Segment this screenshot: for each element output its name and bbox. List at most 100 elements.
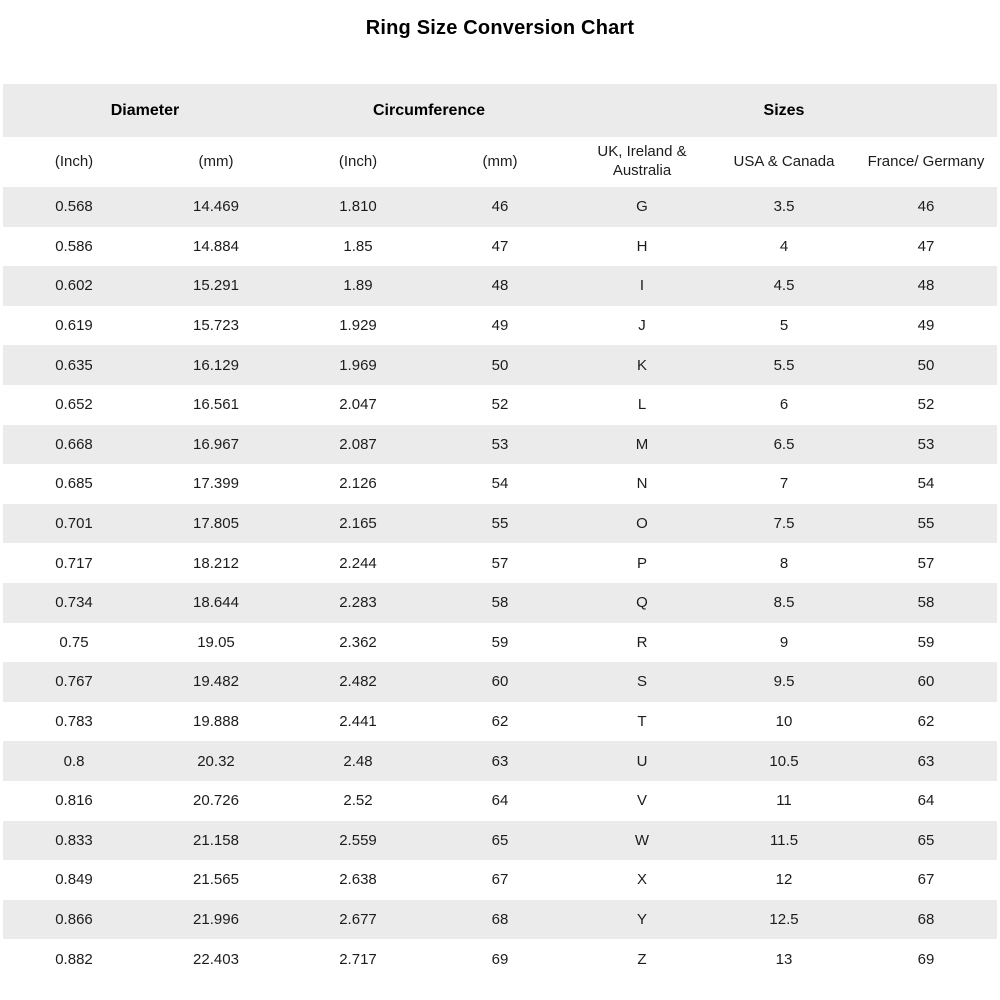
table-row: 0.568 14.469 1.810 46 G 3.5 46 bbox=[3, 187, 997, 227]
table-cell: 7 bbox=[779, 475, 789, 493]
table-cell: 53 bbox=[917, 435, 935, 453]
table-cell: 65 bbox=[917, 831, 935, 849]
table-row: 0.717 18.212 2.244 57 P 8 57 bbox=[3, 543, 997, 583]
table-cell: 5.5 bbox=[773, 356, 795, 374]
table-cell: 16.967 bbox=[193, 435, 239, 453]
table-row: 0.849 21.565 2.638 67 X 12 67 bbox=[3, 860, 997, 900]
table-cell: 2.244 bbox=[339, 554, 377, 572]
table-cell: 68 bbox=[917, 910, 935, 928]
table-cell: 19.482 bbox=[193, 673, 239, 691]
table-cell: 69 bbox=[491, 950, 509, 968]
table-cell: G bbox=[636, 198, 648, 216]
table-cell: N bbox=[636, 475, 648, 493]
group-header-sizes: Sizes bbox=[763, 101, 805, 119]
table-cell: 0.668 bbox=[55, 435, 93, 453]
table-cell: 2.52 bbox=[343, 792, 373, 810]
table-cell: 64 bbox=[491, 792, 509, 810]
sub-header-row: (Inch) (mm) (Inch) (mm) UK, Ireland & Au… bbox=[3, 137, 997, 187]
table-cell: L bbox=[637, 396, 647, 414]
table-cell: 10.5 bbox=[769, 752, 799, 770]
table-cell: 22.403 bbox=[193, 950, 239, 968]
table-cell: 58 bbox=[917, 594, 935, 612]
table-cell: 55 bbox=[917, 515, 935, 533]
table-cell: 2.482 bbox=[339, 673, 377, 691]
table-container: Diameter Circumference Sizes (Inch) (mm)… bbox=[3, 84, 997, 979]
table-cell: 49 bbox=[491, 317, 509, 335]
table-cell: 60 bbox=[491, 673, 509, 691]
table-cell: Y bbox=[636, 910, 647, 928]
table-cell: 0.8 bbox=[63, 752, 85, 770]
table-cell: U bbox=[636, 752, 648, 770]
table-row: 0.833 21.158 2.559 65 W 11.5 65 bbox=[3, 820, 997, 861]
table-cell: 0.866 bbox=[55, 910, 93, 928]
table-cell: 0.849 bbox=[55, 871, 93, 889]
table-cell: 58 bbox=[491, 594, 509, 612]
table-cell: 67 bbox=[491, 871, 509, 889]
table-cell: 46 bbox=[491, 198, 509, 216]
table-cell: 1.929 bbox=[339, 317, 377, 335]
table-cell: O bbox=[636, 515, 648, 533]
table-cell: 69 bbox=[917, 950, 935, 968]
table-cell: 2.087 bbox=[339, 435, 377, 453]
table-row: 0.783 19.888 2.441 62 T 10 62 bbox=[3, 701, 997, 742]
table-cell: 3.5 bbox=[773, 198, 795, 216]
table-cell: R bbox=[636, 633, 648, 651]
table-cell: 50 bbox=[917, 356, 935, 374]
table-row: 0.882 22.403 2.717 69 Z 13 69 bbox=[3, 939, 997, 979]
table-cell: 0.568 bbox=[55, 198, 93, 216]
table-row: 0.619 15.723 1.929 49 J 5 49 bbox=[3, 305, 997, 346]
page-title: Ring Size Conversion Chart bbox=[365, 17, 635, 39]
table-cell: 59 bbox=[491, 633, 509, 651]
table-cell: 49 bbox=[917, 317, 935, 335]
table-cell: 14.884 bbox=[193, 237, 239, 255]
table-cell: 0.619 bbox=[55, 317, 93, 335]
table-cell: 2.165 bbox=[339, 515, 377, 533]
table-cell: 4 bbox=[779, 237, 789, 255]
table-cell: 6.5 bbox=[773, 435, 795, 453]
table-row: 0.652 16.561 2.047 52 L 6 52 bbox=[3, 384, 997, 425]
table-cell: 9.5 bbox=[773, 673, 795, 691]
sub-header-diameter-inch: (Inch) bbox=[54, 152, 94, 170]
table-cell: 47 bbox=[491, 237, 509, 255]
table-cell: 17.805 bbox=[193, 515, 239, 533]
table-row: 0.866 21.996 2.677 68 Y 12.5 68 bbox=[3, 899, 997, 940]
table-cell: 1.810 bbox=[339, 198, 377, 216]
table-cell: J bbox=[638, 317, 646, 335]
table-cell: 17.399 bbox=[193, 475, 239, 493]
table-cell: 20.32 bbox=[197, 752, 235, 770]
table-cell: 16.129 bbox=[193, 356, 239, 374]
table-cell: 18.212 bbox=[193, 554, 239, 572]
table-cell: 57 bbox=[917, 554, 935, 572]
table-cell: 10 bbox=[775, 713, 793, 731]
table-cell: 63 bbox=[491, 752, 509, 770]
group-header-row: Diameter Circumference Sizes bbox=[3, 84, 997, 137]
table-cell: 13 bbox=[775, 950, 793, 968]
table-cell: 11 bbox=[776, 792, 792, 810]
table-row: 0.816 20.726 2.52 64 V 11 64 bbox=[3, 780, 997, 821]
table-cell: 47 bbox=[917, 237, 935, 255]
table-cell: 64 bbox=[917, 792, 935, 810]
table-cell: X bbox=[636, 871, 647, 889]
table-cell: 57 bbox=[491, 554, 509, 572]
table-cell: 67 bbox=[917, 871, 935, 889]
table-cell: I bbox=[639, 277, 645, 295]
table-cell: 59 bbox=[917, 633, 935, 651]
table-cell: 0.75 bbox=[59, 633, 89, 651]
table-row: 0.8 20.32 2.48 63 U 10.5 63 bbox=[3, 741, 997, 781]
sub-header-usa-canada: USA & Canada bbox=[733, 152, 835, 170]
table-cell: 12.5 bbox=[769, 910, 799, 928]
table-cell: 15.291 bbox=[193, 277, 239, 295]
table-cell: 1.969 bbox=[339, 356, 377, 374]
table-cell: 52 bbox=[491, 396, 509, 414]
table-cell: 0.717 bbox=[55, 554, 93, 572]
table-cell: 2.717 bbox=[339, 950, 377, 968]
table-cell: 62 bbox=[917, 713, 935, 731]
table-cell: 2.047 bbox=[339, 396, 377, 414]
table-cell: M bbox=[635, 435, 649, 453]
table-row: 0.685 17.399 2.126 54 N 7 54 bbox=[3, 464, 997, 504]
table-row: 0.668 16.967 2.087 53 M 6.5 53 bbox=[3, 424, 997, 465]
table-cell: 0.602 bbox=[55, 277, 93, 295]
table-cell: P bbox=[636, 554, 647, 572]
table-row: 0.635 16.129 1.969 50 K 5.5 50 bbox=[3, 345, 997, 385]
